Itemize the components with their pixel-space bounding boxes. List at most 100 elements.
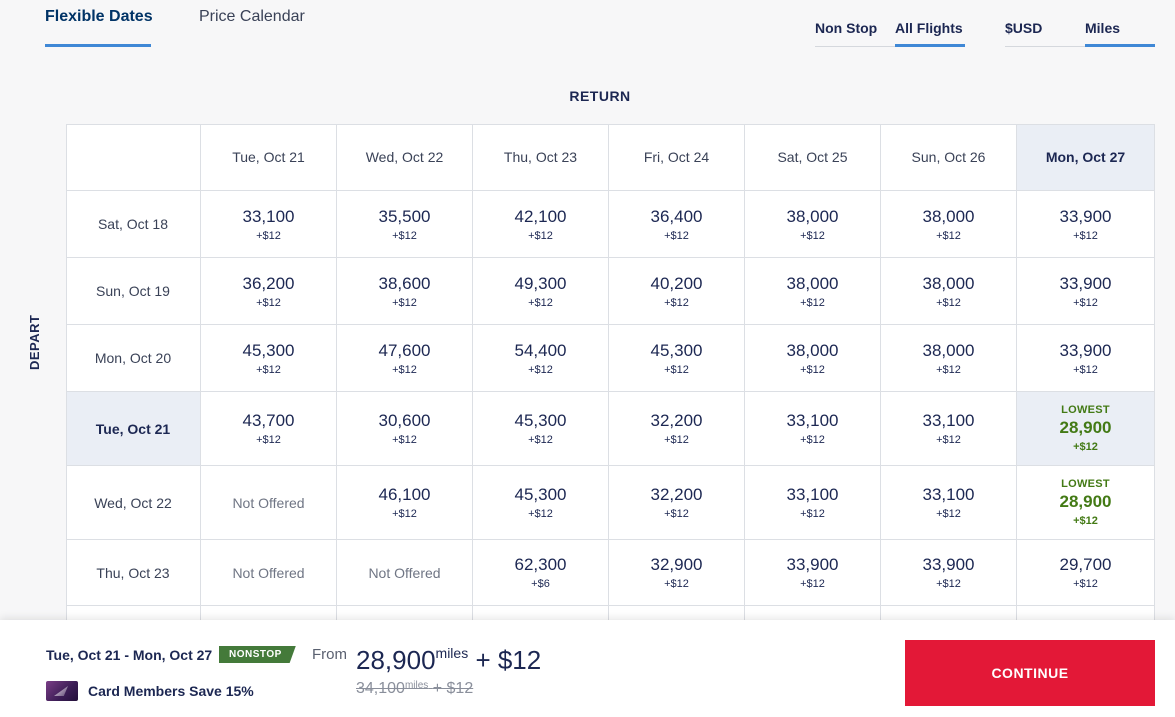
depart-date-header[interactable]: Wed, Oct 22 bbox=[66, 466, 201, 540]
return-date-header[interactable]: Mon, Oct 27 bbox=[1017, 124, 1155, 191]
fare-cell[interactable]: 49,300 +$12 bbox=[473, 258, 609, 325]
return-date-header[interactable]: Wed, Oct 22 bbox=[337, 124, 473, 191]
fare-cell[interactable]: LOWEST 28,900 +$12 bbox=[1017, 466, 1155, 540]
fare-cell[interactable]: 45,300 +$12 bbox=[609, 325, 745, 392]
fare-fee: +$12 bbox=[392, 434, 417, 446]
usd-toggle[interactable]: $USD bbox=[1005, 20, 1043, 36]
original-fee: + $12 bbox=[432, 680, 474, 697]
fare-fee: +$12 bbox=[1073, 229, 1098, 242]
fare-cell[interactable]: 42,100 +$12 bbox=[473, 191, 609, 258]
depart-date-header[interactable]: Thu, Oct 23 bbox=[66, 540, 201, 606]
fare-miles: 62,300 bbox=[514, 555, 567, 574]
fare-fee: +$12 bbox=[528, 296, 553, 309]
fare-cell[interactable]: 33,900 +$12 bbox=[881, 540, 1017, 606]
depart-date-label: Mon, Oct 20 bbox=[94, 350, 172, 366]
fare-cell[interactable]: 36,400 +$12 bbox=[609, 191, 745, 258]
fare-cell[interactable]: 38,000 +$12 bbox=[881, 191, 1017, 258]
fare-fee: +$12 bbox=[664, 363, 689, 376]
fare-cell[interactable]: 33,900 +$12 bbox=[745, 540, 881, 606]
depart-date-header[interactable]: Sat, Oct 18 bbox=[66, 191, 201, 258]
total-price: 28,900miles + $12 bbox=[356, 645, 541, 676]
booking-summary-bar: Tue, Oct 21 - Mon, Oct 27 NONSTOP Card M… bbox=[0, 620, 1175, 717]
depart-date-header[interactable]: Mon, Oct 20 bbox=[66, 325, 201, 392]
depart-date-header[interactable]: Sun, Oct 19 bbox=[66, 258, 201, 325]
fare-miles: 38,000 bbox=[786, 206, 839, 226]
original-miles: 34,100 bbox=[356, 680, 405, 697]
return-date-header[interactable]: Fri, Oct 24 bbox=[609, 124, 745, 191]
fare-miles: 45,300 bbox=[242, 340, 295, 360]
fare-miles: 54,400 bbox=[514, 340, 567, 360]
fare-fee: +$12 bbox=[800, 296, 825, 309]
fare-cell[interactable]: 29,700 +$12 bbox=[1017, 540, 1155, 606]
fare-fee: +$12 bbox=[528, 229, 553, 242]
return-date-header[interactable]: Thu, Oct 23 bbox=[473, 124, 609, 191]
return-date-header[interactable]: Sat, Oct 25 bbox=[745, 124, 881, 191]
tab-flexible-dates[interactable]: Flexible Dates bbox=[45, 8, 153, 25]
fare-cell[interactable]: 45,300 +$12 bbox=[201, 325, 337, 392]
return-date-header[interactable]: Tue, Oct 21 bbox=[201, 124, 337, 191]
fare-miles: 28,900 bbox=[1059, 418, 1112, 437]
tab-price-calendar[interactable]: Price Calendar bbox=[199, 8, 305, 25]
fare-fee: +$12 bbox=[1073, 578, 1098, 590]
fare-cell[interactable]: 54,400 +$12 bbox=[473, 325, 609, 392]
fare-miles: 33,900 bbox=[922, 555, 975, 574]
fare-cell[interactable]: 30,600 +$12 bbox=[337, 392, 473, 466]
fare-cell[interactable]: 33,100 +$12 bbox=[745, 466, 881, 540]
fare-cell[interactable]: 32,200 +$12 bbox=[609, 466, 745, 540]
fare-cell[interactable]: 36,200 +$12 bbox=[201, 258, 337, 325]
fare-cell[interactable]: 32,900 +$12 bbox=[609, 540, 745, 606]
fare-fee: +$12 bbox=[256, 296, 281, 309]
fare-cell[interactable]: 33,100 +$12 bbox=[881, 392, 1017, 466]
fare-cell[interactable]: 38,600 +$12 bbox=[337, 258, 473, 325]
all-flights-toggle[interactable]: All Flights bbox=[895, 20, 963, 36]
fare-cell[interactable]: 62,300 +$6 bbox=[473, 540, 609, 606]
continue-button[interactable]: CONTINUE bbox=[905, 640, 1155, 706]
depart-date-header[interactable]: Tue, Oct 21 bbox=[66, 392, 201, 466]
fare-fee: +$12 bbox=[392, 296, 417, 309]
fare-miles: 38,000 bbox=[786, 340, 839, 360]
currency-toggle-track bbox=[1005, 46, 1155, 47]
fare-miles: 38,000 bbox=[786, 273, 839, 293]
fare-fee: +$12 bbox=[936, 434, 961, 446]
return-date-label: Mon, Oct 27 bbox=[1045, 149, 1126, 165]
fare-fee: +$12 bbox=[256, 434, 281, 446]
fare-cell[interactable]: 38,000 +$12 bbox=[745, 325, 881, 392]
fare-cell[interactable]: 33,100 +$12 bbox=[745, 392, 881, 466]
fare-cell[interactable]: 38,000 +$12 bbox=[881, 325, 1017, 392]
fare-fee: +$12 bbox=[664, 229, 689, 242]
miles-toggle[interactable]: Miles bbox=[1085, 20, 1121, 36]
fare-cell[interactable]: 43,700 +$12 bbox=[201, 392, 337, 466]
fare-cell[interactable]: 35,500 +$12 bbox=[337, 191, 473, 258]
fare-cell[interactable]: 38,000 +$12 bbox=[745, 258, 881, 325]
stops-toggle-track bbox=[815, 46, 965, 47]
fare-miles: 35,500 bbox=[378, 206, 431, 226]
not-offered-text: Not Offered bbox=[368, 564, 441, 581]
non-stop-toggle[interactable]: Non Stop bbox=[815, 20, 878, 36]
fare-cell[interactable]: 33,900 +$12 bbox=[1017, 191, 1155, 258]
fare-miles: 38,000 bbox=[922, 206, 975, 226]
fare-miles: 33,100 bbox=[922, 411, 975, 430]
fare-fee: +$12 bbox=[256, 363, 281, 376]
trip-dates: Tue, Oct 21 - Mon, Oct 27 bbox=[46, 647, 213, 663]
fare-cell[interactable]: 33,100 +$12 bbox=[881, 466, 1017, 540]
fare-cell[interactable]: LOWEST 28,900 +$12 bbox=[1017, 392, 1155, 466]
fare-cell[interactable]: 47,600 +$12 bbox=[337, 325, 473, 392]
fare-cell[interactable]: 33,900 +$12 bbox=[1017, 258, 1155, 325]
fare-cell[interactable]: 46,100 +$12 bbox=[337, 466, 473, 540]
fare-cell[interactable]: 38,000 +$12 bbox=[745, 191, 881, 258]
original-miles-unit: miles bbox=[404, 680, 429, 691]
fare-cell[interactable]: 40,200 +$12 bbox=[609, 258, 745, 325]
fare-fee: +$12 bbox=[664, 508, 689, 520]
fare-fee: +$12 bbox=[664, 434, 689, 446]
fare-cell[interactable]: 33,100 +$12 bbox=[201, 191, 337, 258]
fare-fee: +$12 bbox=[664, 578, 689, 590]
return-date-label: Sat, Oct 25 bbox=[777, 149, 848, 165]
fare-fee: +$12 bbox=[936, 578, 961, 590]
fare-cell[interactable]: 33,900 +$12 bbox=[1017, 325, 1155, 392]
card-members-offer: Card Members Save 15% bbox=[88, 683, 254, 699]
fare-cell[interactable]: 32,200 +$12 bbox=[609, 392, 745, 466]
fare-cell[interactable]: 45,300 +$12 bbox=[473, 466, 609, 540]
return-date-header[interactable]: Sun, Oct 26 bbox=[881, 124, 1017, 191]
fare-cell[interactable]: 45,300 +$12 bbox=[473, 392, 609, 466]
fare-cell[interactable]: 38,000 +$12 bbox=[881, 258, 1017, 325]
